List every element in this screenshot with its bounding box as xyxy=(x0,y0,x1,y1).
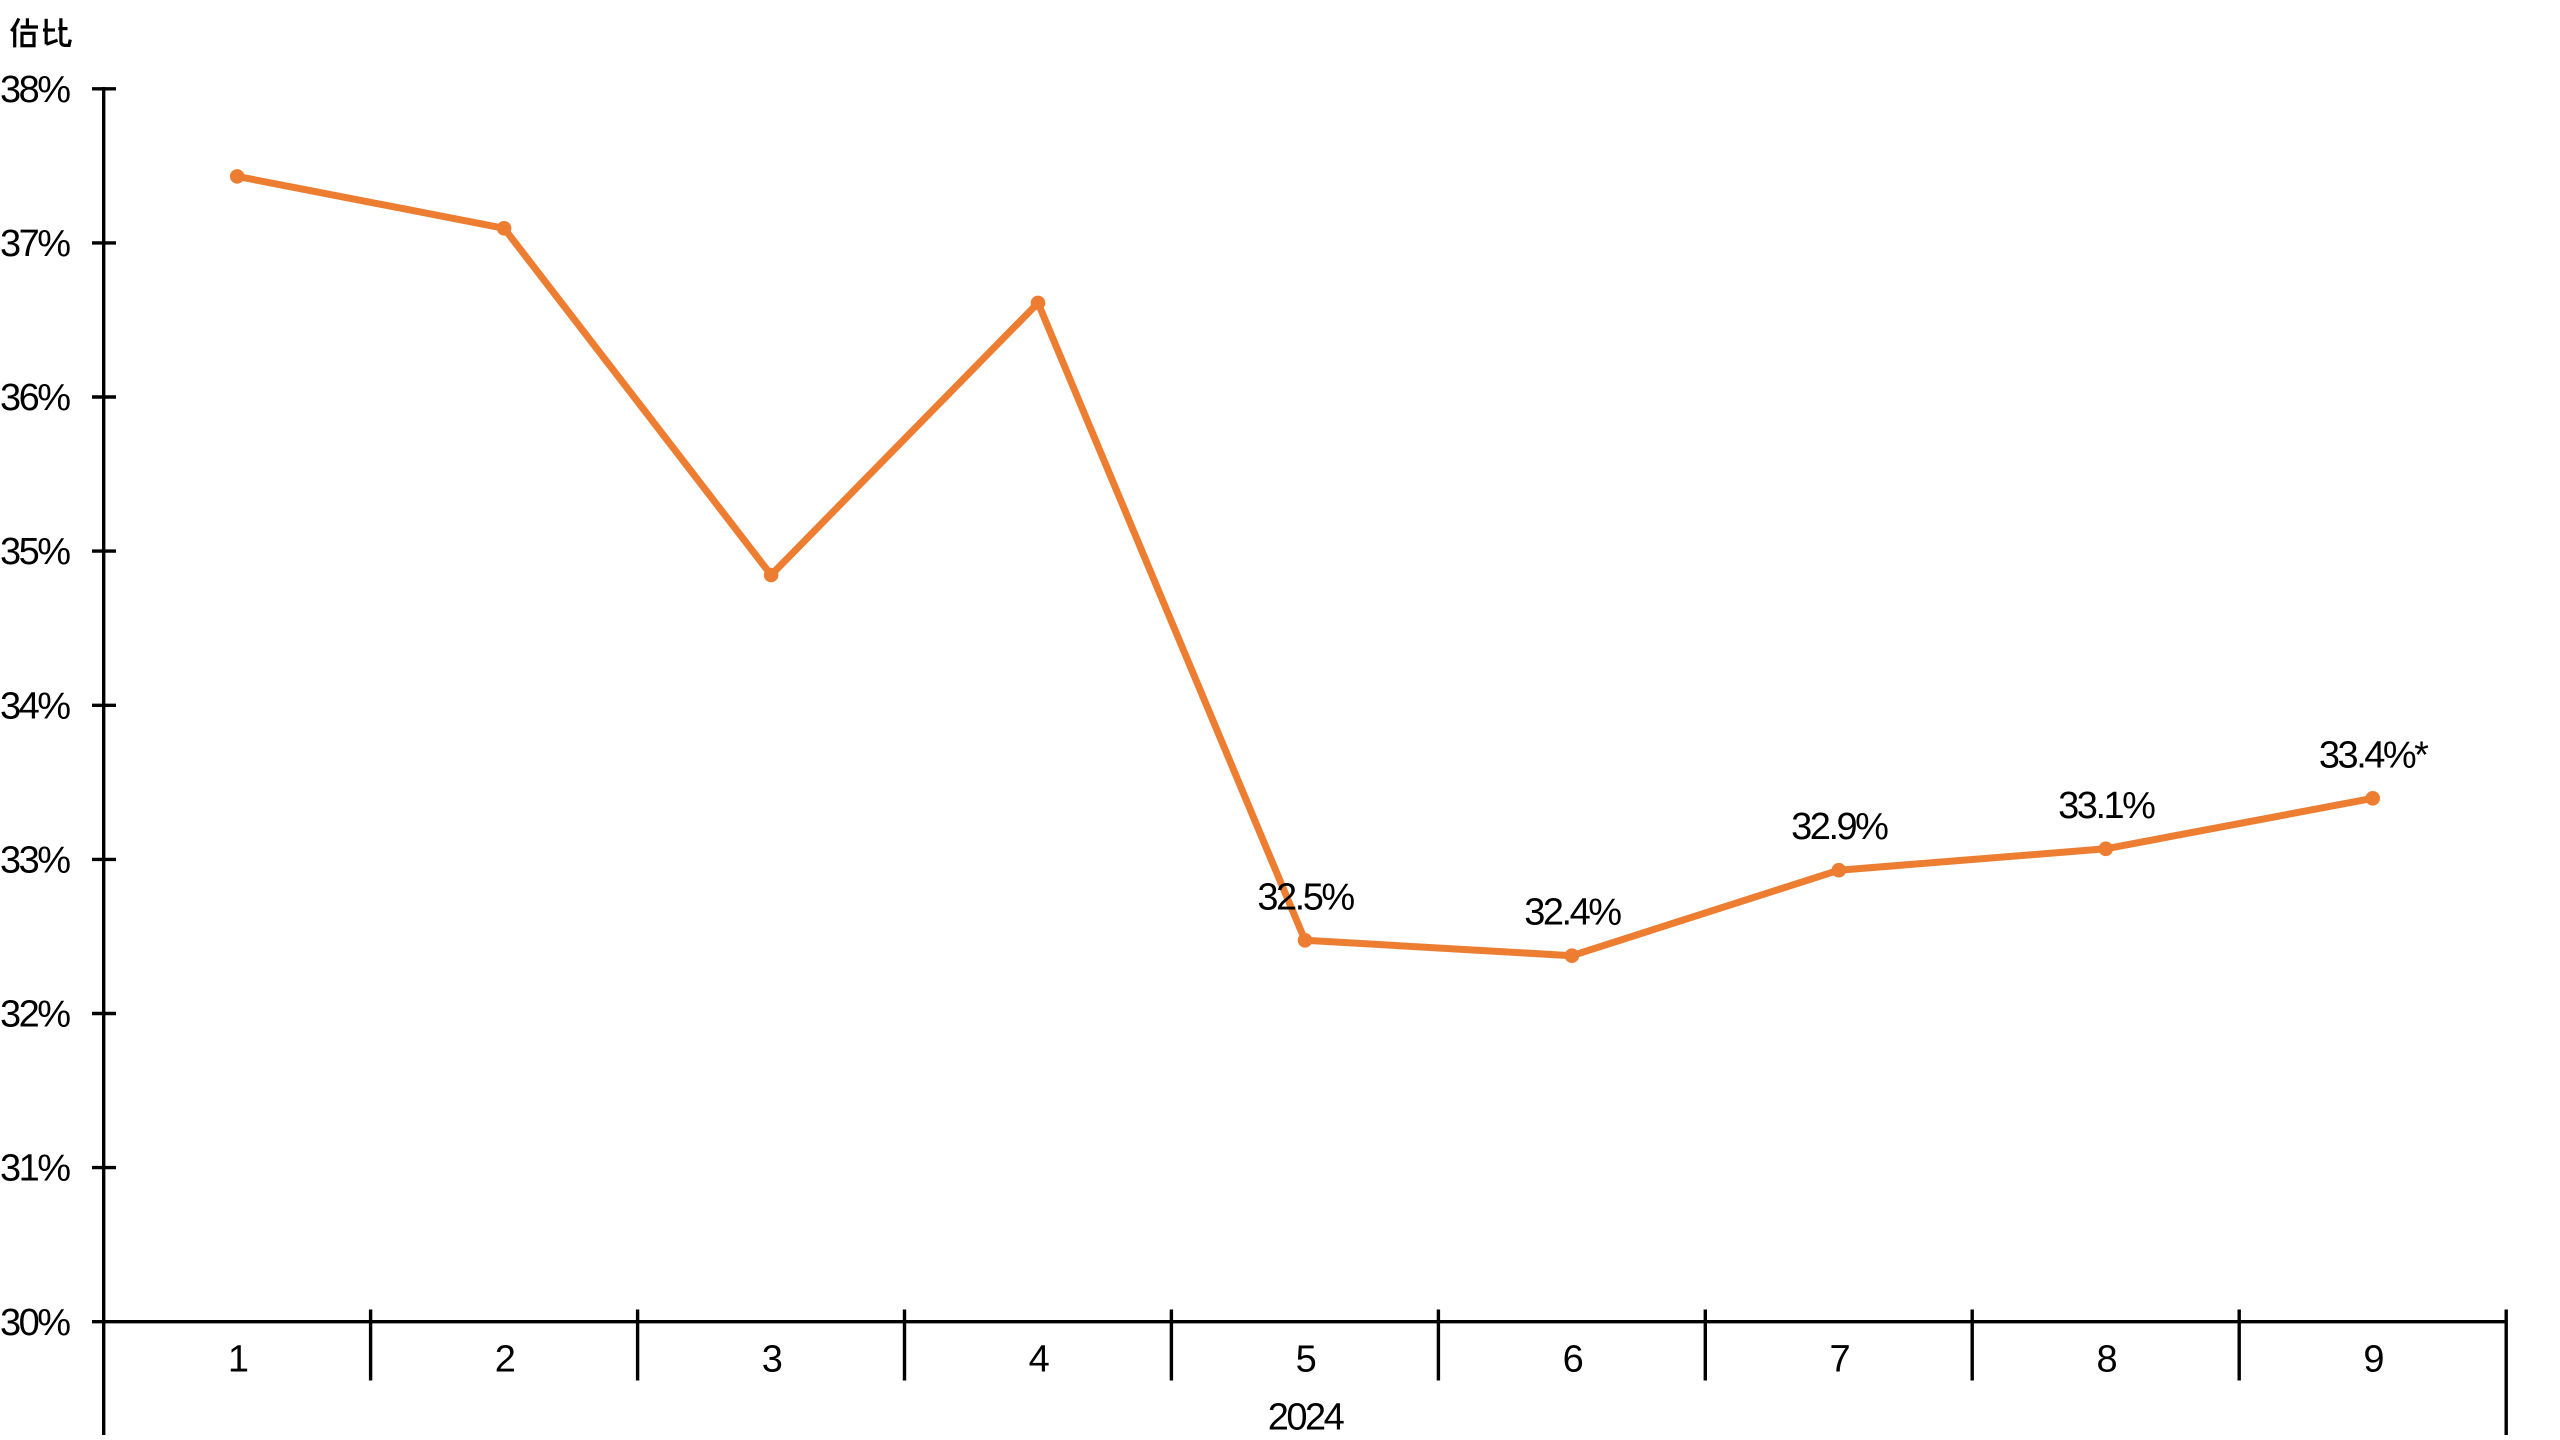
svg-text:38%: 38% xyxy=(0,69,70,111)
svg-text:30%: 30% xyxy=(0,1302,70,1344)
svg-text:5: 5 xyxy=(1296,1339,1316,1381)
svg-text:9: 9 xyxy=(2363,1339,2383,1381)
svg-text:34%: 34% xyxy=(0,685,70,727)
svg-text:7: 7 xyxy=(1829,1339,1849,1381)
svg-text:32.4%: 32.4% xyxy=(1524,892,1621,934)
svg-text:37%: 37% xyxy=(0,223,70,265)
svg-text:1: 1 xyxy=(228,1339,248,1381)
svg-text:32%: 32% xyxy=(0,994,70,1036)
svg-text:35%: 35% xyxy=(0,531,70,573)
svg-text:4: 4 xyxy=(1029,1339,1050,1381)
svg-text:32.5%: 32.5% xyxy=(1257,876,1354,918)
svg-text:33%: 33% xyxy=(0,839,70,881)
svg-text:31%: 31% xyxy=(0,1148,70,1190)
svg-text:2024: 2024 xyxy=(1268,1397,1345,1439)
svg-text:33.4%*: 33.4%* xyxy=(2319,734,2429,776)
svg-text:32.9%: 32.9% xyxy=(1791,806,1888,848)
svg-text:36%: 36% xyxy=(0,377,70,419)
svg-text:3: 3 xyxy=(762,1339,782,1381)
svg-text:8: 8 xyxy=(2096,1339,2116,1381)
svg-text:2: 2 xyxy=(495,1339,515,1381)
svg-text:33.1%: 33.1% xyxy=(2058,785,2155,827)
svg-text:6: 6 xyxy=(1563,1339,1583,1381)
